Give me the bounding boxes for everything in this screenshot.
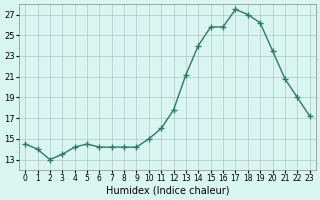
X-axis label: Humidex (Indice chaleur): Humidex (Indice chaleur) [106, 186, 229, 196]
